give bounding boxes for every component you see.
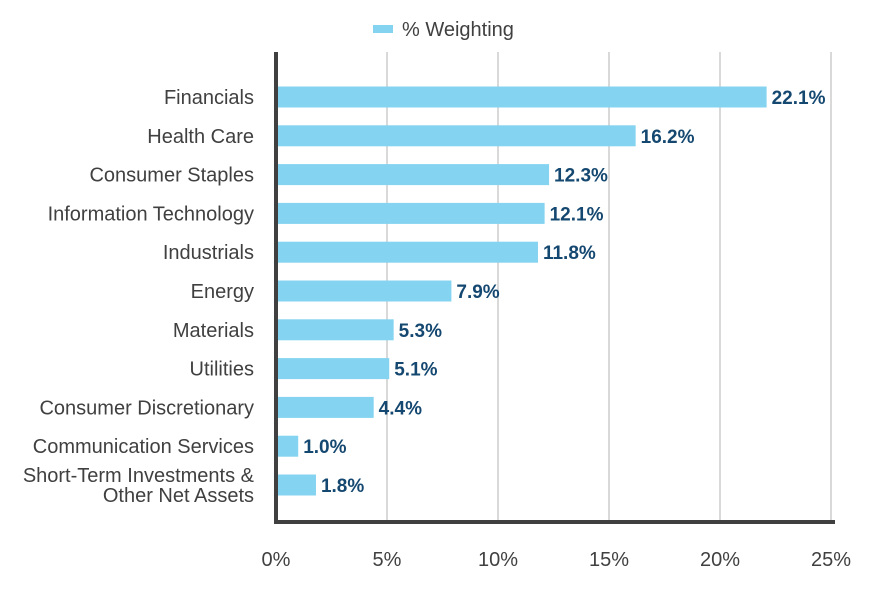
bar [276,241,538,263]
category-label: Short-Term Investments & Other Net Assets [23,465,255,507]
bar [276,474,316,496]
category-label: Industrials [163,242,254,264]
axes [274,52,835,524]
category-label: Health Care [147,126,254,148]
bar [276,164,550,186]
legend-label: % Weighting [402,19,514,41]
data-labels: 22.1% 16.2% 12.3% 12.1% 11.8% 7.9% 5.3% 5.1% 4.4… [303,88,825,497]
bar [276,319,394,341]
data-label: 11.8% [543,243,596,264]
bar [276,358,390,380]
data-label: 16.2% [641,127,695,148]
data-label: 1.0% [303,437,346,458]
x-tick-label: 20% [700,549,740,571]
data-label: 22.1% [772,88,826,109]
category-label: Consumer Discretionary [39,397,254,419]
bar [276,396,374,418]
bar [276,125,636,147]
x-tick-label: 5% [373,549,402,571]
category-label: Energy [191,281,254,303]
data-label: 5.1% [394,360,437,381]
bar [276,86,767,108]
x-tick-label: 15% [589,549,629,571]
data-label: 1.8% [321,476,364,497]
x-tick-labels: 0% 5% 10% 15% 20% 25% [262,549,852,571]
category-label: Financials [164,87,254,109]
data-label: 7.9% [456,282,499,303]
grid-lines [386,52,832,522]
data-label: 12.1% [550,204,604,225]
category-label: Communication Services [33,436,254,458]
legend-swatch [373,25,393,33]
bar [276,435,299,457]
category-label: Materials [173,320,254,342]
category-label: Information Technology [48,203,254,225]
bar [276,280,452,302]
category-labels: Financials Health Care Consumer Staples Inf… [23,87,255,507]
category-label: Consumer Staples [89,165,254,187]
data-label: 12.3% [554,166,608,187]
x-tick-label: 0% [262,549,291,571]
data-label: 5.3% [399,321,442,342]
bar [276,202,545,224]
bars [276,86,767,496]
category-label: Utilities [190,359,254,381]
data-label: 4.4% [379,398,422,419]
x-tick-label: 10% [478,549,518,571]
legend: % Weighting [373,19,514,41]
x-tick-label: 25% [811,549,851,571]
